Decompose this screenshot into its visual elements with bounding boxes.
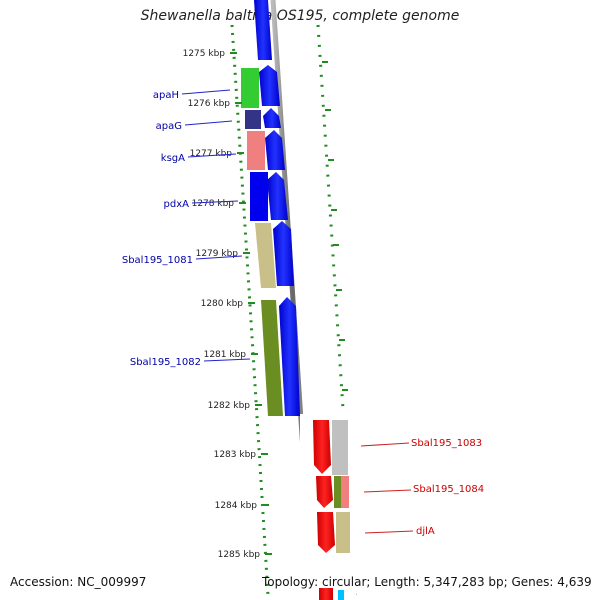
scale-tick-label: 1282 kbp — [208, 401, 251, 411]
gene-label[interactable]: Sbal195_1081 — [122, 255, 193, 266]
topology-text: Topology: circular; Length: 5,347,283 bp… — [262, 575, 592, 589]
reverse-gene-1-arrow — [313, 420, 331, 474]
gene-leader-line — [195, 255, 243, 260]
gene-leader-line — [184, 120, 233, 126]
gene-label[interactable]: pdxA — [164, 199, 190, 210]
forward-gene-6-arrow — [273, 221, 294, 286]
gene-label[interactable]: Sbal195_1083 — [411, 438, 482, 449]
cog-strand-left — [241, 68, 283, 416]
reverse-gene-4 — [319, 588, 333, 600]
forward-gene-4-arrow — [265, 130, 285, 170]
accession-text: Accession: NC_009997 — [10, 575, 147, 589]
cog-block-apaH — [241, 68, 259, 108]
cog-block-1083 — [332, 420, 348, 475]
forward-gene-7-arrow — [279, 297, 300, 416]
cog-strand-right — [332, 420, 350, 600]
scale-tick-label: 1283 kbp — [214, 450, 257, 460]
scale-tick-label: 1277 kbp — [190, 149, 233, 159]
reverse-gene-2-arrow — [316, 476, 333, 508]
cog-block-apaG — [245, 110, 261, 129]
cog-block-1084-b — [341, 476, 349, 508]
scale-tick-labels: 1275 kbp 1276 kbp 1277 kbp 1278 kbp 1279 kbp… — [183, 49, 261, 560]
scale-tick-label: 1280 kbp — [201, 299, 244, 309]
gene-leader-line — [203, 358, 251, 362]
forward-gene-3-arrow — [263, 108, 281, 128]
scale-tick-label: 1279 kbp — [196, 249, 239, 259]
left-ring-dots — [230, 24, 270, 596]
forward-gene-2-arrow — [259, 65, 280, 106]
scale-tick-label: 1284 kbp — [215, 501, 258, 511]
gene-label[interactable]: Sbal195_1084 — [413, 484, 484, 495]
cog-block-ksgA — [247, 131, 265, 170]
scale-tick-label: 1285 kbp — [218, 550, 261, 560]
cog-block-1082 — [261, 300, 283, 416]
forward-strand — [254, 0, 300, 416]
gene-labels: apaH apaG ksgA pdxA Sbal195_1081 Sbal195_1082… — [122, 89, 484, 537]
cog-block-djlA — [336, 512, 350, 553]
gene-label[interactable]: apaG — [156, 121, 182, 132]
scale-tick-label: 1275 kbp — [183, 49, 226, 59]
gene-leader-line — [363, 489, 412, 493]
gene-leader-line — [187, 153, 237, 158]
scale-tick-label: 1281 kbp — [204, 350, 247, 360]
gene-label[interactable]: ksgA — [161, 153, 185, 164]
gene-leader-line — [364, 530, 414, 534]
gene-leader-line — [360, 442, 410, 447]
cog-block-1081 — [255, 223, 276, 288]
scale-tick-label: 1278 kbp — [192, 199, 235, 209]
map-title: Shewanella baltica OS195, complete genom… — [140, 8, 460, 24]
reverse-strand — [313, 420, 335, 600]
gene-leader-line — [191, 200, 239, 204]
cog-block-1084-a — [334, 476, 341, 508]
scale-tick-marks — [230, 52, 272, 555]
gene-label[interactable]: apaH — [153, 90, 179, 101]
scale-tick-label: 1276 kbp — [188, 99, 231, 109]
reverse-gene-3-arrow — [317, 512, 335, 553]
forward-gene-5-arrow — [267, 172, 288, 220]
gene-leader-line — [181, 89, 231, 95]
right-ring-ticks — [322, 61, 348, 391]
right-ring-dots — [316, 24, 357, 596]
gene-label[interactable]: Sbal195_1082 — [130, 357, 201, 368]
cog-block-pdxA — [250, 172, 268, 221]
gene-label[interactable]: djlA — [416, 526, 435, 537]
forward-gene-1 — [254, 0, 272, 60]
